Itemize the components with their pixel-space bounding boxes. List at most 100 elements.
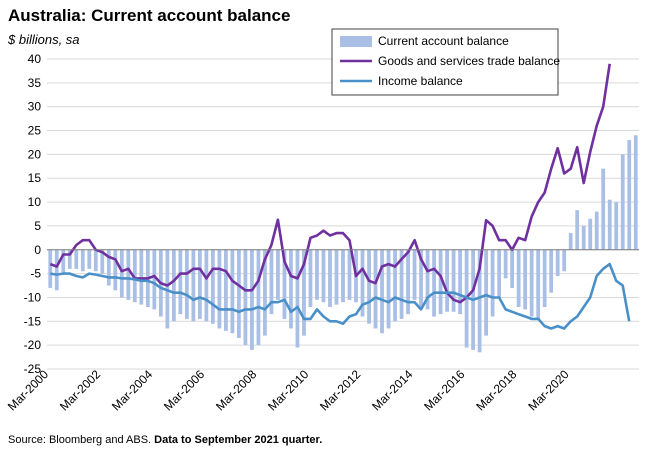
- current-account-bar: [490, 249, 495, 317]
- current-account-bar: [503, 249, 508, 279]
- y-tick-label: 5: [34, 219, 41, 233]
- current-account-bar: [321, 249, 326, 303]
- current-account-bar: [620, 154, 625, 250]
- current-account-bar: [276, 249, 280, 300]
- y-tick-label: 25: [28, 124, 42, 138]
- current-account-bar: [451, 249, 456, 312]
- current-account-bar: [432, 249, 436, 317]
- current-account-bar: [250, 249, 254, 350]
- current-account-bar: [555, 249, 560, 276]
- current-account-bar: [171, 249, 176, 322]
- x-tick-label: Mar-2018: [473, 367, 519, 413]
- current-account-bar: [594, 211, 599, 250]
- current-account-bar: [308, 249, 313, 307]
- x-axis: Mar-2000 Mar-2002 Mar-2004 Mar-2006 Mar-2008…: [5, 367, 572, 413]
- x-tick-label: Mar-2020: [525, 367, 571, 413]
- current-account-bar: [588, 218, 593, 250]
- current-account-bar: [48, 249, 53, 288]
- current-account-bar: [152, 249, 157, 310]
- current-account-bar: [217, 249, 222, 329]
- current-account-bar: [438, 249, 443, 315]
- current-account-bar: [132, 249, 137, 303]
- current-account-bar: [601, 168, 606, 250]
- current-account-bar: [315, 249, 319, 300]
- current-account-bar: [54, 249, 59, 291]
- current-account-bar: [100, 249, 105, 274]
- current-account-bar: [347, 249, 352, 300]
- current-account-bar: [61, 249, 66, 274]
- current-account-bar: [224, 249, 228, 331]
- legend-label: Current account balance: [378, 34, 509, 48]
- current-account-bar: [87, 249, 92, 269]
- current-account-bar: [178, 249, 183, 315]
- current-account-bar: [542, 249, 547, 307]
- current-account-bar: [334, 249, 339, 305]
- current-account-bar: [425, 249, 430, 310]
- current-account-bar: [380, 249, 384, 334]
- x-tick-label: Mar-2016: [421, 367, 467, 413]
- x-tick-label: Mar-2006: [161, 367, 207, 413]
- current-account-bar: [126, 249, 131, 300]
- current-account-bar: [458, 249, 462, 315]
- current-account-bar: [295, 249, 300, 348]
- current-account-bar: [575, 210, 580, 250]
- current-account-bar: [581, 225, 586, 250]
- current-account-bar: [373, 249, 378, 329]
- y-tick-label: 35: [28, 76, 42, 90]
- y-tick-label: 20: [28, 147, 42, 161]
- current-account-bar: [302, 249, 306, 336]
- x-tick-label: Mar-2010: [265, 367, 311, 413]
- current-account-bar: [341, 249, 345, 303]
- legend-label: Income balance: [378, 74, 463, 88]
- current-account-bar: [529, 249, 534, 317]
- current-account-bar: [516, 249, 521, 307]
- current-account-bar: [510, 249, 515, 288]
- current-account-bar: [614, 202, 619, 250]
- current-account-bar: [184, 249, 189, 319]
- current-account-bar: [289, 249, 293, 329]
- y-tick-label: 10: [28, 195, 42, 209]
- current-account-bar: [191, 249, 196, 322]
- current-account-bar: [113, 249, 118, 291]
- current-account-bar: [211, 249, 215, 324]
- y-tick-label: -5: [30, 267, 41, 281]
- current-account-bar: [536, 249, 541, 319]
- current-account-bar: [497, 249, 502, 298]
- source-text: Source: Bloomberg and ABS.: [8, 434, 152, 446]
- y-tick-label: -25: [24, 362, 42, 376]
- current-account-bar: [627, 140, 632, 250]
- y-tick-label: 40: [28, 52, 42, 66]
- chart-title: Australia: Current account balance: [8, 6, 291, 25]
- x-tick-label: Mar-2012: [317, 367, 363, 413]
- current-account-bar: [204, 249, 209, 322]
- current-account-bar: [93, 249, 98, 272]
- x-tick-label: Mar-2002: [57, 367, 103, 413]
- current-account-bar: [360, 249, 365, 317]
- x-tick-label: Mar-2008: [213, 367, 259, 413]
- current-account-bar: [328, 249, 332, 307]
- current-account-bar: [484, 249, 489, 336]
- income-balance-line: [50, 262, 631, 330]
- series-lines: [49, 63, 631, 330]
- legend-swatch-current-account: [340, 36, 372, 47]
- current-account-bar: [406, 249, 410, 315]
- current-account-bar: [243, 249, 248, 346]
- goods-services-trade-line: [49, 63, 611, 304]
- current-account-bar: [523, 249, 528, 310]
- current-account-bar: [562, 249, 567, 272]
- x-tick-label: Mar-2004: [109, 367, 155, 413]
- current-account-bar: [607, 199, 612, 250]
- source-date-note: Data to September 2021 quarter.: [154, 434, 323, 446]
- current-account-bar: [399, 249, 404, 319]
- current-account-bar: [237, 249, 241, 338]
- current-account-bar: [445, 249, 449, 312]
- current-account-bar: [386, 249, 391, 329]
- current-account-bar: [633, 135, 638, 250]
- y-tick-label: 0: [34, 243, 41, 257]
- y-axis: 40 35 30 25 20 15 10 5 0 -5 -10 -15 -20 -25: [24, 52, 639, 376]
- current-account-bar: [263, 249, 267, 336]
- current-account-bar: [197, 249, 202, 319]
- chart-subtitle: $ billions, sa: [8, 32, 80, 47]
- current-account-bar: [367, 249, 371, 324]
